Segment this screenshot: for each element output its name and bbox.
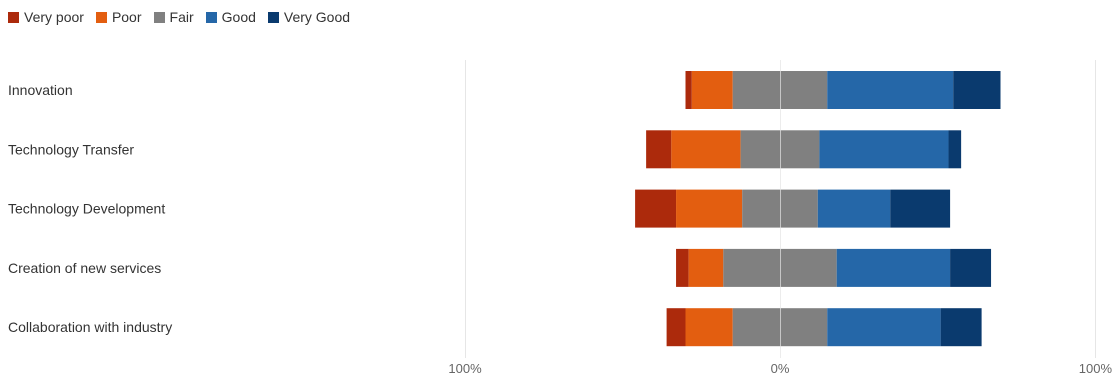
category-label-5: Collaboration with industry <box>8 319 172 335</box>
bar-3-very-poor <box>635 190 676 228</box>
bar-1-very-good <box>953 71 1000 109</box>
bar-3-good <box>818 190 890 228</box>
bar-5-good <box>827 308 940 346</box>
bar-1-poor <box>692 71 733 109</box>
category-label-3: Technology Development <box>8 201 165 217</box>
x-tick-label-2: 100% <box>1079 361 1113 375</box>
bar-1-good <box>827 71 953 109</box>
bar-1-very-poor <box>686 71 692 109</box>
x-tick-label-0: 100% <box>448 361 482 375</box>
bar-4-poor <box>689 249 724 287</box>
category-label-2: Technology Transfer <box>8 141 134 157</box>
bar-4-very-good <box>950 249 991 287</box>
category-label-4: Creation of new services <box>8 260 161 276</box>
bar-4-very-poor <box>676 249 689 287</box>
x-tick-labels: 100% 0% 100% <box>448 361 1112 375</box>
bar-3-very-good <box>890 190 950 228</box>
bar-4-good <box>837 249 950 287</box>
x-tick-label-1: 0% <box>771 361 790 375</box>
bar-2-very-good <box>949 130 962 168</box>
bar-2-poor <box>671 130 740 168</box>
bar-2-good <box>819 130 948 168</box>
bar-5-very-good <box>941 308 982 346</box>
category-label-1: Innovation <box>8 82 73 98</box>
bar-5-very-poor <box>667 308 686 346</box>
bar-5-poor <box>686 308 733 346</box>
bars <box>635 60 1000 358</box>
bar-2-very-poor <box>646 130 671 168</box>
category-labels: Innovation Technology Transfer Technology … <box>8 82 172 335</box>
bar-3-poor <box>676 190 742 228</box>
